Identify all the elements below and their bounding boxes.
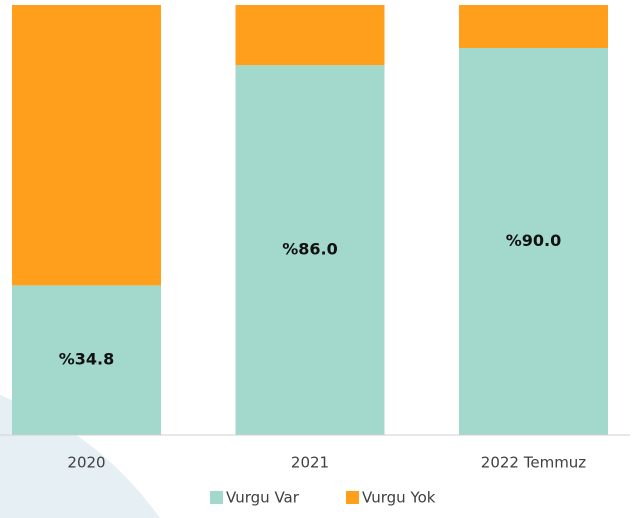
x-tick-label: 2021 — [291, 454, 329, 472]
value-label: %34.8 — [59, 350, 115, 369]
legend-label: Vurgu Yok — [362, 489, 436, 507]
bar-segment — [235, 5, 385, 66]
legend-swatch — [346, 491, 359, 504]
legend-label: Vurgu Var — [226, 489, 300, 507]
bar-segment — [459, 5, 608, 48]
bar-segment — [12, 5, 161, 286]
value-label: %90.0 — [506, 231, 562, 250]
x-tick-label: 2020 — [67, 454, 105, 472]
legend-swatch — [210, 491, 223, 504]
bar-segment — [235, 65, 385, 435]
bar-segment — [12, 285, 161, 435]
bar-segment — [459, 48, 608, 435]
x-tick-label: 2022 Temmuz — [481, 454, 587, 472]
value-label: %86.0 — [282, 240, 338, 259]
